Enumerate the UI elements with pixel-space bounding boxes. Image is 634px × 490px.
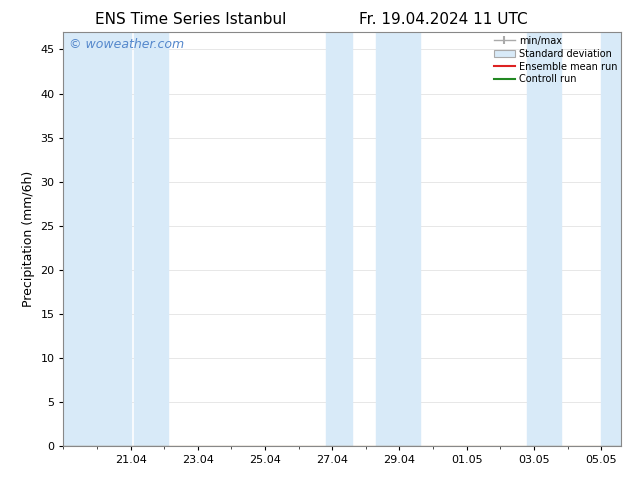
Text: ENS Time Series Istanbul: ENS Time Series Istanbul bbox=[94, 12, 286, 27]
Bar bbox=[63, 32, 131, 446]
Y-axis label: Precipitation (mm/6h): Precipitation (mm/6h) bbox=[22, 171, 35, 307]
Bar bbox=[527, 32, 561, 446]
Text: © woweather.com: © woweather.com bbox=[69, 38, 184, 51]
Bar bbox=[134, 32, 167, 446]
Bar bbox=[376, 32, 420, 446]
Bar bbox=[325, 32, 353, 446]
Legend: min/max, Standard deviation, Ensemble mean run, Controll run: min/max, Standard deviation, Ensemble me… bbox=[492, 34, 619, 86]
Bar bbox=[601, 32, 621, 446]
Text: Fr. 19.04.2024 11 UTC: Fr. 19.04.2024 11 UTC bbox=[359, 12, 528, 27]
